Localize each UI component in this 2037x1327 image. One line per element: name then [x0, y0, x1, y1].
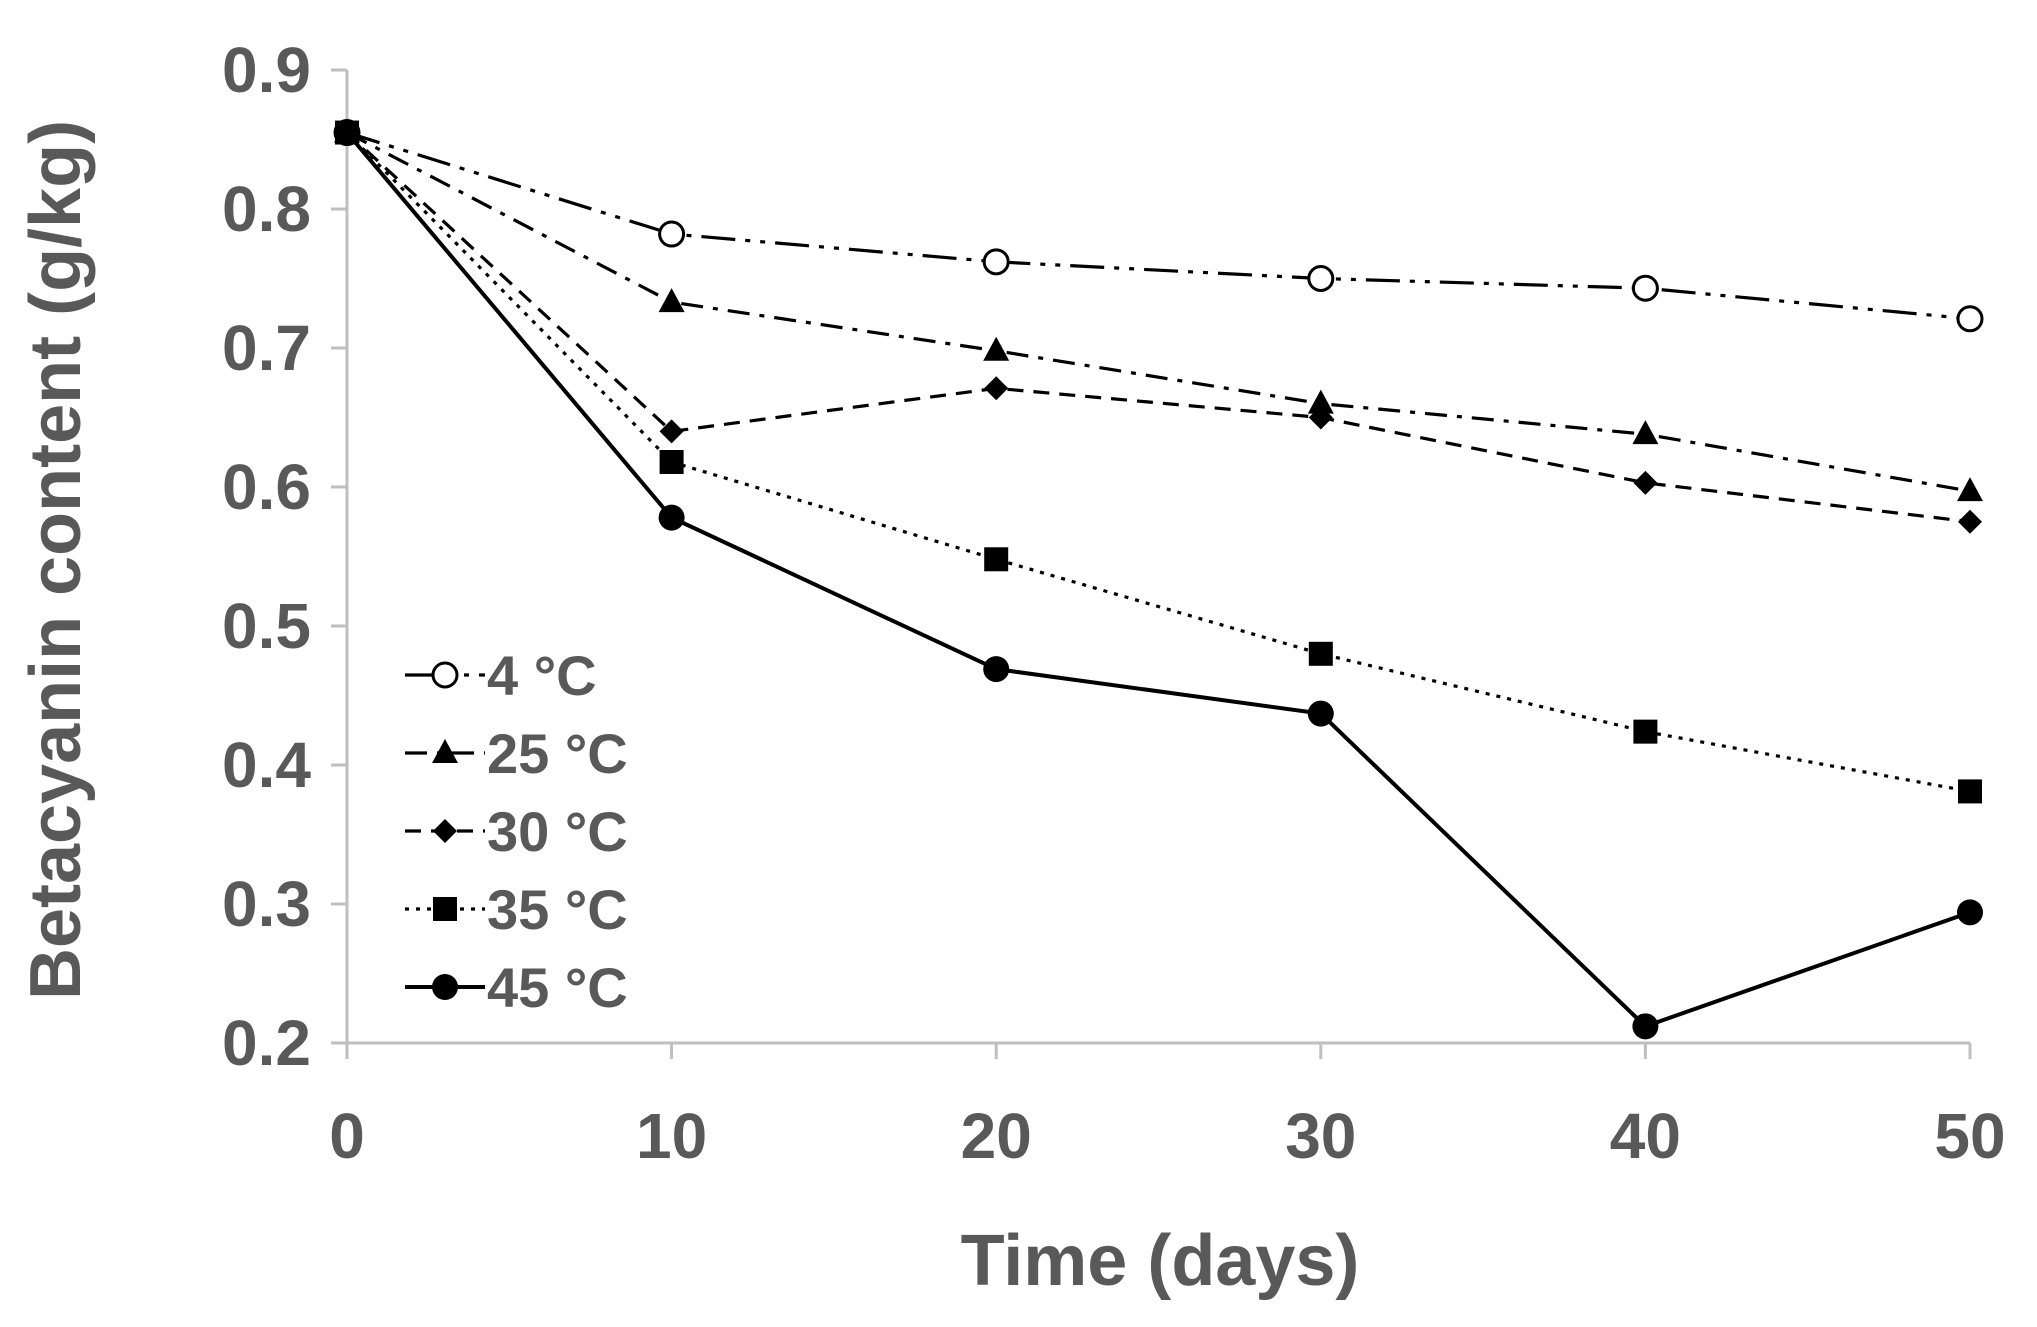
y-tick-label: 0.5	[222, 590, 311, 662]
data-point	[658, 288, 685, 313]
data-point	[1633, 719, 1658, 744]
series-45cc	[334, 119, 1983, 1040]
series-line	[346, 131, 1971, 493]
series-line	[345, 131, 1971, 524]
series-line	[345, 131, 1971, 1029]
y-tick-label: 0.6	[222, 451, 311, 523]
legend-marker	[432, 739, 458, 763]
x-tick-label: 20	[961, 1100, 1032, 1172]
data-point	[1957, 477, 1983, 502]
legend-item: 4 °C	[405, 644, 597, 707]
legend-marker	[433, 819, 457, 843]
data-point	[984, 547, 1009, 572]
data-point	[1308, 405, 1333, 430]
legend-item: 35 °C	[405, 878, 628, 941]
data-point	[658, 504, 685, 531]
legend-item: 45 °C	[405, 956, 628, 1019]
data-point	[659, 419, 684, 444]
legend-label: 45 °C	[487, 956, 628, 1019]
legend-label: 35 °C	[487, 878, 628, 941]
series-line	[345, 131, 1971, 793]
y-tick-label: 0.2	[222, 1007, 311, 1079]
data-point	[659, 449, 684, 474]
data-point	[334, 119, 360, 146]
legend-marker	[433, 897, 457, 921]
series-25cc	[334, 118, 1983, 502]
x-axis-title: Time (days)	[961, 1221, 1360, 1301]
x-tick-label: 0	[329, 1100, 365, 1172]
legend-item: 25 °C	[405, 722, 628, 785]
legend-label: 30 °C	[487, 800, 628, 863]
data-point	[1308, 641, 1333, 666]
series-line	[346, 131, 1971, 321]
legend-item: 30 °C	[405, 800, 628, 863]
data-point	[1958, 779, 1982, 804]
data-point	[1632, 420, 1659, 445]
data-point	[983, 336, 1010, 361]
data-point	[984, 376, 1009, 401]
x-tick-label: 40	[1610, 1100, 1681, 1172]
data-point	[1632, 1013, 1659, 1040]
data-point	[1957, 899, 1983, 926]
legend-label: 4 °C	[487, 644, 597, 707]
legend-marker	[431, 661, 459, 689]
data-point	[982, 248, 1010, 276]
data-point	[1631, 274, 1659, 302]
y-tick-label: 0.9	[222, 34, 311, 106]
y-tick-label: 0.7	[222, 312, 311, 384]
data-point	[1956, 305, 1984, 333]
legend: 4 °C 25 °C 30 °C 35 °C 45 °C	[405, 644, 628, 1019]
series-4cc	[333, 119, 1984, 333]
data-point	[1958, 509, 1982, 534]
data-point	[1307, 265, 1335, 292]
x-tick-label: 50	[1934, 1100, 2005, 1172]
data-point	[1633, 470, 1658, 495]
axes: 0.2 0.3 0.4 0.5 0.6 0.7 0.8 0.9 0 10 20 30 40 50	[222, 34, 2006, 1172]
series-30cc	[335, 120, 1982, 534]
data-point	[658, 220, 686, 248]
data-point	[983, 656, 1010, 683]
legend-marker	[432, 974, 458, 1000]
y-tick-label: 0.4	[222, 729, 311, 801]
y-axis-title: Betacyanin content (g/kg)	[16, 120, 96, 1000]
series-lines	[333, 118, 1984, 1040]
y-tick-label: 0.3	[222, 868, 311, 940]
legend-label: 25 °C	[487, 722, 628, 785]
data-point	[1307, 700, 1334, 727]
y-tick-label: 0.8	[222, 173, 311, 245]
x-tick-label: 10	[636, 1100, 707, 1172]
data-point	[1307, 389, 1334, 414]
x-tick-label: 30	[1285, 1100, 1356, 1172]
